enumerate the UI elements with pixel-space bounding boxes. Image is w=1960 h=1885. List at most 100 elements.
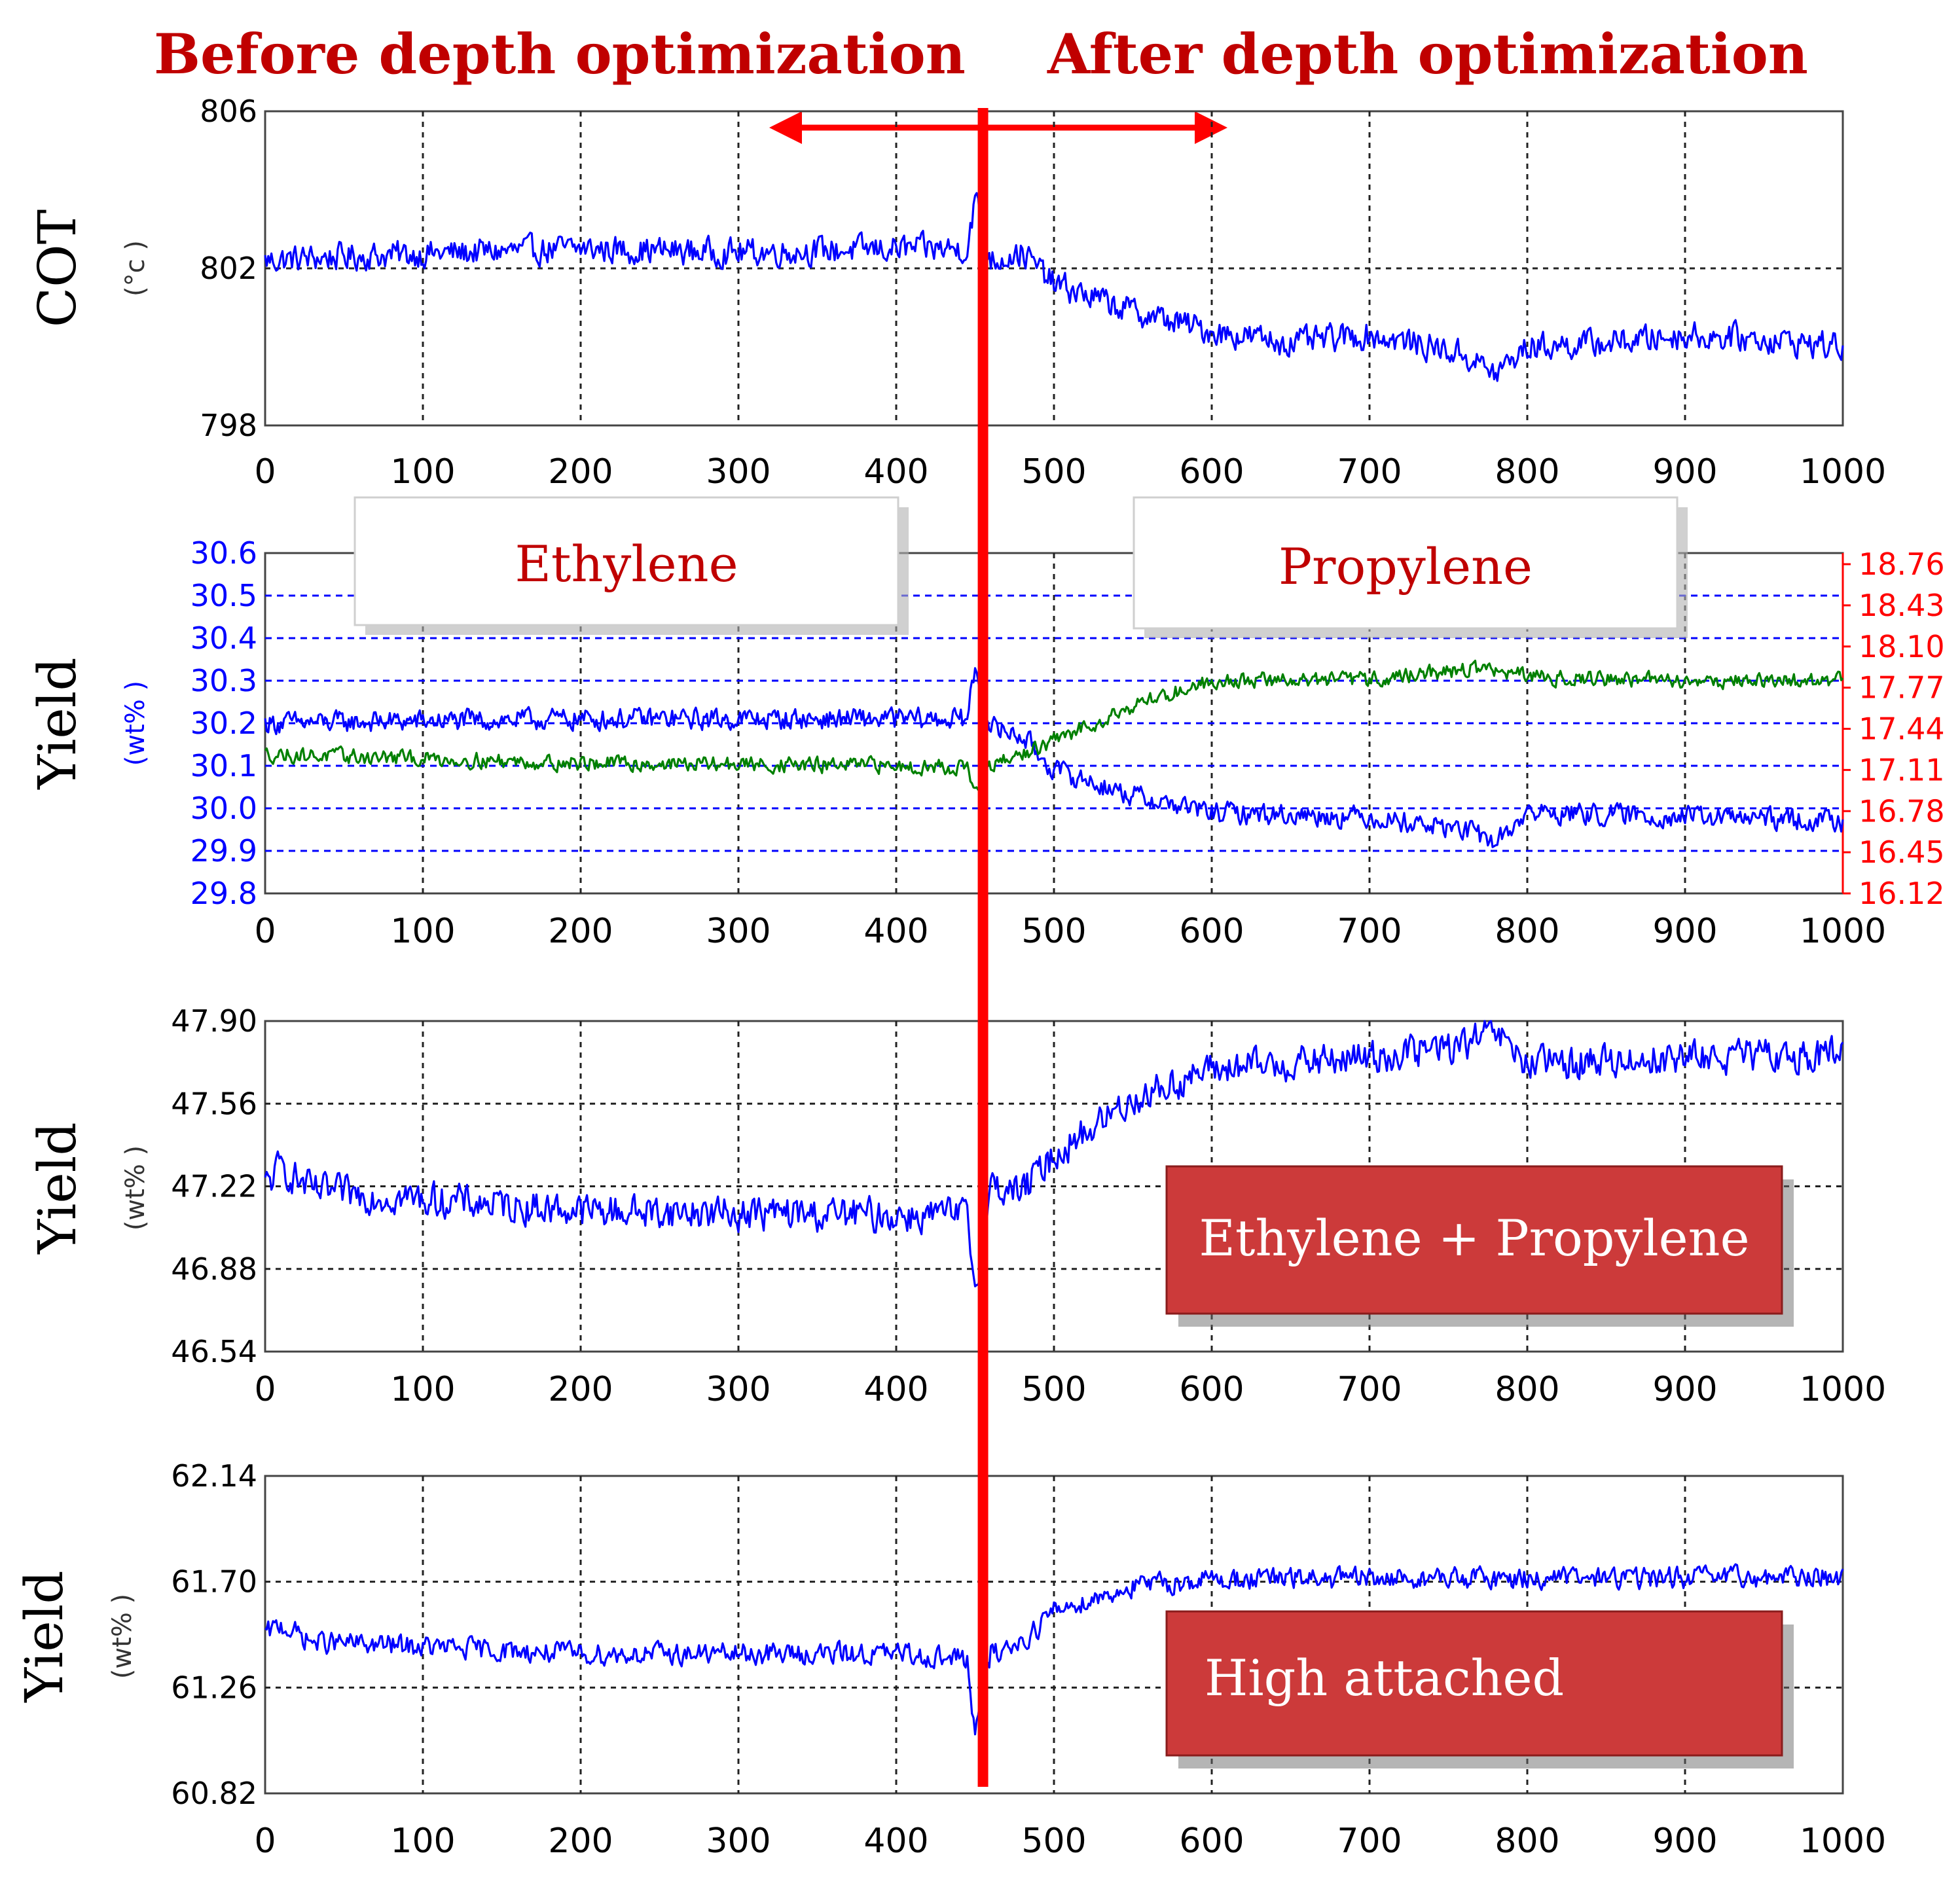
right-y-tick-label: 17.11 bbox=[1859, 752, 1945, 787]
x-tick-label: 400 bbox=[863, 452, 928, 492]
x-tick-label: 900 bbox=[1652, 452, 1717, 492]
y-tick-label: 30.2 bbox=[191, 706, 257, 741]
y-tick-label: 29.9 bbox=[191, 833, 257, 869]
y-axis-title: Yield bbox=[27, 657, 88, 789]
x-tick-label: 400 bbox=[863, 1370, 928, 1409]
x-tick-label: 800 bbox=[1495, 452, 1559, 492]
y-tick-label: 30.5 bbox=[191, 578, 257, 613]
x-tick-label: 900 bbox=[1652, 1370, 1717, 1409]
direction-arrow bbox=[769, 111, 1227, 144]
x-tick-label: 600 bbox=[1179, 452, 1244, 492]
x-tick-label: 200 bbox=[548, 1822, 613, 1861]
x-tick-label: 0 bbox=[254, 1822, 276, 1861]
x-tick-label: 1000 bbox=[1800, 452, 1886, 492]
ethylene-plus-propylene-label: Ethylene + Propylene bbox=[1199, 1209, 1749, 1267]
x-tick-label: 800 bbox=[1495, 1822, 1559, 1861]
x-tick-label: 800 bbox=[1495, 912, 1559, 951]
y-tick-label: 46.88 bbox=[171, 1251, 257, 1287]
x-tick-label: 500 bbox=[1021, 912, 1086, 951]
x-tick-label: 300 bbox=[706, 1822, 771, 1861]
y-tick-label: 61.26 bbox=[171, 1670, 257, 1705]
high-attached-label: High attached bbox=[1205, 1649, 1564, 1707]
right-y-tick-label: 18.10 bbox=[1859, 629, 1945, 664]
right-y-tick-label: 18.43 bbox=[1859, 588, 1945, 623]
y-tick-label: 60.82 bbox=[171, 1776, 257, 1811]
y-tick-label: 47.22 bbox=[171, 1169, 257, 1204]
x-tick-label: 700 bbox=[1337, 1822, 1402, 1861]
ethylene-label: Ethylene bbox=[515, 535, 738, 593]
x-tick-label: 1000 bbox=[1800, 1822, 1886, 1861]
x-tick-label: 100 bbox=[390, 452, 455, 492]
panel-high-attached: 0 100 200 300 400 500 600 700 800 900 1000 62.14 61.… bbox=[14, 1458, 1886, 1861]
x-tick-label: 100 bbox=[390, 1822, 455, 1861]
y-tick-label: 30.0 bbox=[191, 791, 257, 826]
x-tick-label: 100 bbox=[390, 912, 455, 951]
right-y-tick-label: 17.77 bbox=[1859, 670, 1945, 706]
panel-ethylene-plus-propylene: 0 100 200 300 400 500 600 700 800 900 1000 47.90 47.… bbox=[27, 1003, 1886, 1409]
x-tick-label: 200 bbox=[548, 1370, 613, 1409]
y-axis-unit: (wt% ) bbox=[120, 681, 151, 766]
x-tick-label: 400 bbox=[863, 912, 928, 951]
y-axis-title: COT bbox=[27, 209, 88, 327]
header-after: After depth optimization bbox=[1047, 22, 1808, 86]
x-tick-label: 200 bbox=[548, 452, 613, 492]
y-tick-label: 61.70 bbox=[171, 1564, 257, 1600]
x-tick-label: 0 bbox=[254, 1370, 276, 1409]
series-line-cot bbox=[264, 192, 1844, 382]
y-axis-unit: (wt% ) bbox=[120, 1145, 151, 1230]
x-tick-label: 300 bbox=[706, 1370, 771, 1409]
x-tick-label: 400 bbox=[863, 1822, 928, 1861]
y-tick-label: 30.3 bbox=[191, 663, 257, 698]
header-before: Before depth optimization bbox=[154, 22, 966, 86]
x-tick-label: 200 bbox=[548, 912, 613, 951]
propylene-label-box: Propylene bbox=[1133, 496, 1688, 638]
y-axis-title: Yield bbox=[27, 1122, 88, 1254]
x-tick-label: 800 bbox=[1495, 1370, 1559, 1409]
right-y-tick-label: 18.76 bbox=[1859, 547, 1945, 582]
x-tick-label: 700 bbox=[1337, 1370, 1402, 1409]
y-axis-unit: (wt% ) bbox=[107, 1594, 137, 1679]
y-tick-label: 62.14 bbox=[171, 1458, 257, 1494]
y-tick-label: 806 bbox=[200, 94, 257, 129]
panel-cot: 0 100 200 300 400 500 600 700 800 900 1000 806 802 79… bbox=[27, 94, 1886, 492]
ethylene-plus-propylene-label-box: Ethylene + Propylene bbox=[1165, 1165, 1794, 1327]
y-tick-label: 29.8 bbox=[191, 876, 257, 911]
x-tick-label: 100 bbox=[390, 1370, 455, 1409]
y-axis-unit: (°c ) bbox=[120, 240, 151, 296]
series-line-ethylene-propylene bbox=[264, 1020, 1844, 1287]
x-tick-label: 600 bbox=[1179, 912, 1244, 951]
y-tick-label: 47.56 bbox=[171, 1086, 257, 1121]
x-tick-label: 900 bbox=[1652, 1822, 1717, 1861]
x-tick-label: 1000 bbox=[1800, 1370, 1886, 1409]
y-tick-label: 802 bbox=[200, 251, 257, 286]
right-y-tick-label: 16.45 bbox=[1859, 835, 1945, 870]
y-tick-label: 30.1 bbox=[191, 748, 257, 783]
propylene-label: Propylene bbox=[1279, 537, 1533, 596]
series-line-propylene bbox=[264, 659, 1844, 791]
y-axis-title: Yield bbox=[14, 1570, 75, 1702]
y-tick-label: 30.6 bbox=[191, 535, 257, 571]
x-tick-label: 700 bbox=[1337, 452, 1402, 492]
x-tick-label: 500 bbox=[1021, 1370, 1086, 1409]
x-tick-label: 700 bbox=[1337, 912, 1402, 951]
x-tick-label: 1000 bbox=[1800, 912, 1886, 951]
y-tick-label: 30.4 bbox=[191, 620, 257, 656]
series-line-ethylene bbox=[264, 667, 1844, 848]
x-tick-label: 300 bbox=[706, 912, 771, 951]
right-y-tick-label: 17.44 bbox=[1859, 711, 1945, 747]
x-tick-label: 600 bbox=[1179, 1370, 1244, 1409]
x-tick-label: 500 bbox=[1021, 1822, 1086, 1861]
high-attached-label-box: High attached bbox=[1165, 1610, 1794, 1768]
x-tick-label: 600 bbox=[1179, 1822, 1244, 1861]
y-tick-label: 47.90 bbox=[171, 1003, 257, 1039]
right-y-tick-label: 16.12 bbox=[1859, 876, 1945, 911]
series-line-high-attached bbox=[264, 1563, 1844, 1736]
y-tick-label: 46.54 bbox=[171, 1334, 257, 1369]
y-tick-label: 798 bbox=[200, 408, 257, 443]
x-tick-label: 500 bbox=[1021, 452, 1086, 492]
x-tick-label: 900 bbox=[1652, 912, 1717, 951]
x-tick-label: 0 bbox=[254, 912, 276, 951]
x-tick-label: 300 bbox=[706, 452, 771, 492]
x-tick-label: 0 bbox=[254, 452, 276, 492]
